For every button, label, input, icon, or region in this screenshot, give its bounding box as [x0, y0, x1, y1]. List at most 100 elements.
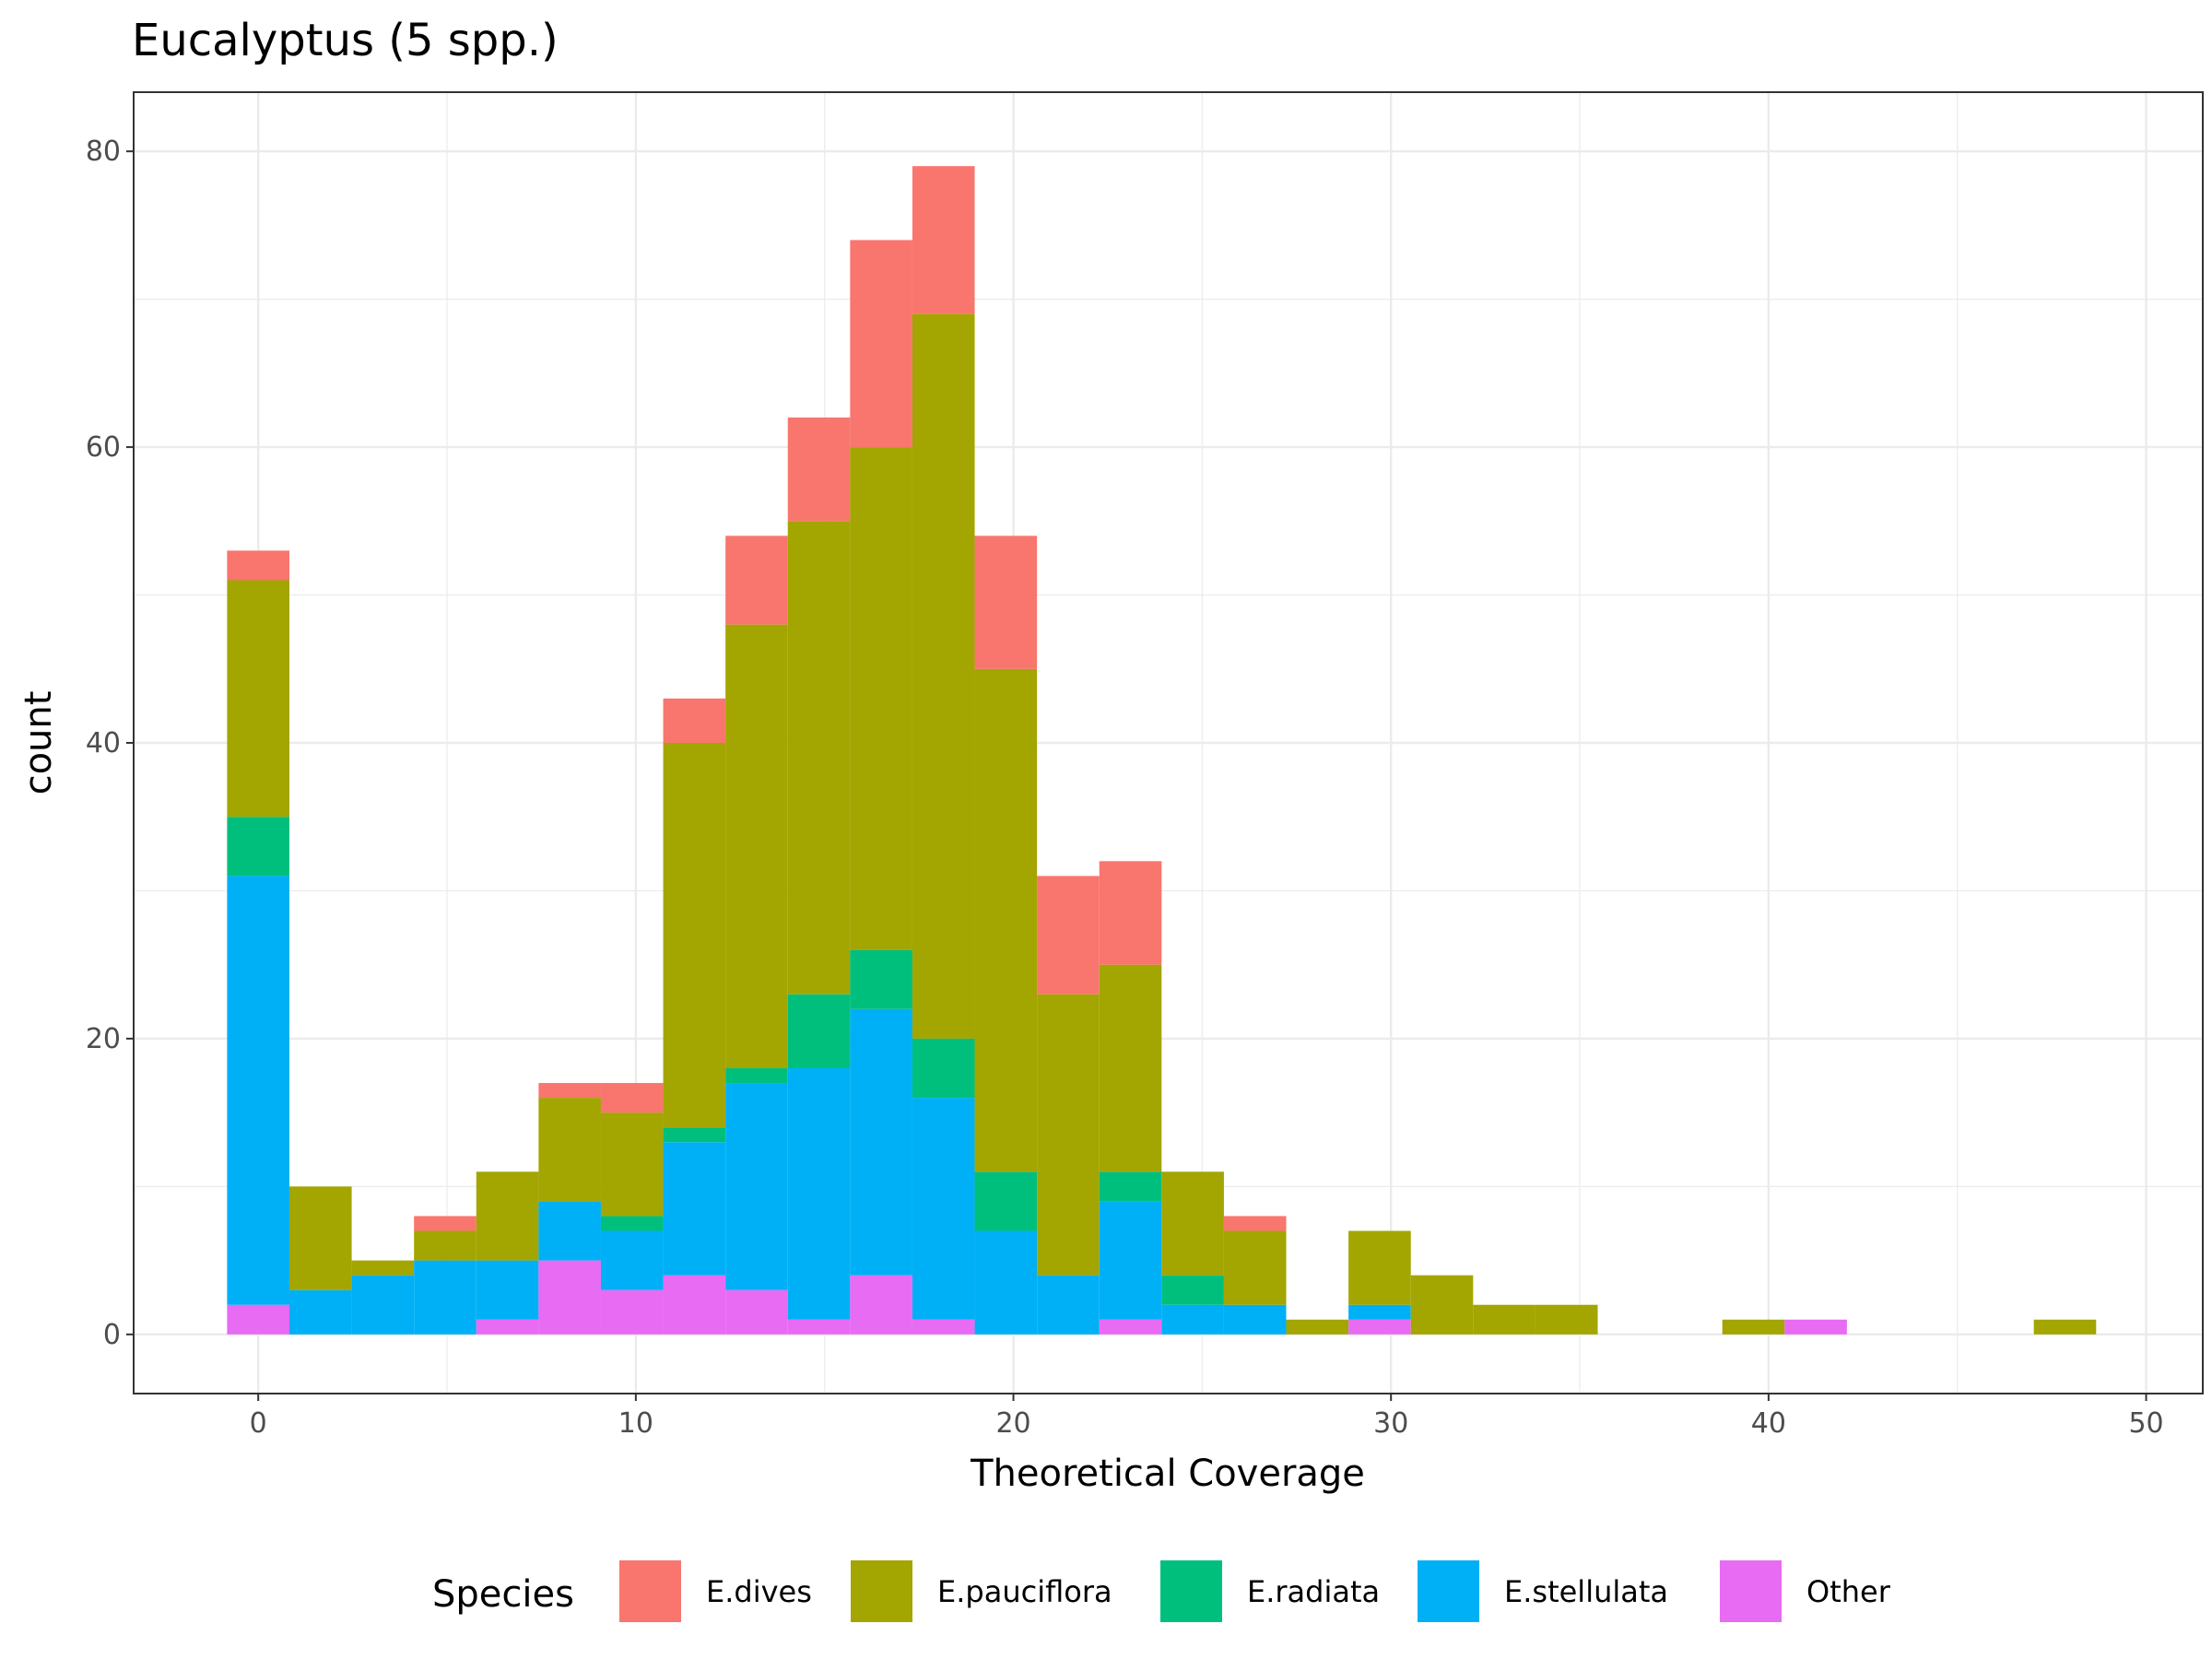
bar-e-stellulata: [663, 1142, 726, 1276]
bar-e-stellulata: [1099, 1201, 1162, 1320]
bar-e-stellulata: [227, 876, 289, 1305]
bar-other: [227, 1304, 289, 1335]
bar-other: [1099, 1319, 1162, 1335]
legend-label: E.pauciflora: [937, 1574, 1112, 1609]
y-tick-label: 60: [86, 431, 121, 464]
bar-other: [1784, 1319, 1847, 1335]
bar-e-pauciflora: [288, 1186, 352, 1290]
bar-e-stellulata: [538, 1201, 601, 1261]
y-tick-label: 40: [86, 727, 121, 759]
bar-e-stellulata: [912, 1098, 975, 1320]
bar-e-pauciflora: [725, 624, 788, 1068]
legend-key-other: [1720, 1560, 1782, 1622]
bar-other: [538, 1260, 601, 1335]
x-tick-label: 20: [995, 1407, 1030, 1440]
bar-e-dives: [912, 166, 975, 314]
bar-e-pauciflora: [1161, 1171, 1224, 1276]
bar-e-dives: [414, 1216, 477, 1231]
legend-key-e-dives: [619, 1560, 681, 1622]
bar-e-radiata: [850, 949, 912, 1009]
bar-e-stellulata: [1223, 1304, 1287, 1335]
bar-e-radiata: [974, 1171, 1038, 1231]
bar-other: [476, 1319, 539, 1335]
bar-e-stellulata: [725, 1083, 788, 1290]
legend-label: E.stellulata: [1504, 1574, 1668, 1609]
legend-label: Other: [1806, 1574, 1891, 1609]
bar-e-stellulata: [1161, 1304, 1224, 1335]
bar-e-stellulata: [974, 1230, 1038, 1335]
bar-e-pauciflora: [600, 1112, 664, 1217]
x-axis-title: Theoretical Coverage: [970, 1453, 1365, 1495]
x-tick-label: 30: [1373, 1407, 1408, 1440]
bar-e-pauciflora: [351, 1260, 415, 1276]
bar-e-pauciflora: [1348, 1230, 1411, 1305]
bars-layer: [227, 166, 2097, 1335]
bar-other: [850, 1275, 912, 1335]
bar-e-pauciflora: [850, 447, 912, 950]
x-tick-label: 50: [2128, 1407, 2163, 1440]
x-tick-label: 40: [1751, 1407, 1786, 1440]
bar-e-radiata: [787, 994, 851, 1068]
bar-e-radiata: [663, 1127, 726, 1143]
y-tick-label: 80: [86, 135, 121, 168]
legend-title: Species: [432, 1573, 574, 1616]
bar-e-pauciflora: [476, 1171, 539, 1261]
legend: Species E.dives E.pauciflora E.radiata E.st…: [432, 1560, 1891, 1622]
bar-e-stellulata: [1037, 1275, 1100, 1335]
bar-e-pauciflora: [1286, 1319, 1349, 1335]
bar-other: [600, 1289, 664, 1335]
bar-e-pauciflora: [974, 668, 1038, 1172]
bar-other: [1348, 1319, 1411, 1335]
legend-key-e-stellulata: [1418, 1560, 1479, 1622]
bar-e-pauciflora: [2033, 1319, 2097, 1335]
bar-e-dives: [600, 1083, 664, 1113]
legend-label: E.dives: [706, 1574, 812, 1609]
bar-e-stellulata: [600, 1230, 664, 1290]
bar-e-stellulata: [414, 1260, 477, 1335]
bar-e-pauciflora: [414, 1230, 477, 1261]
bar-other: [912, 1319, 975, 1335]
bar-e-pauciflora: [1037, 994, 1100, 1276]
bar-e-pauciflora: [1410, 1275, 1474, 1335]
bar-e-dives: [1223, 1216, 1287, 1231]
bar-e-pauciflora: [663, 743, 726, 1128]
bar-e-radiata: [227, 817, 289, 877]
bar-e-pauciflora: [787, 521, 851, 994]
bar-e-stellulata: [288, 1289, 352, 1335]
bar-e-stellulata: [476, 1260, 539, 1320]
bar-e-dives: [663, 698, 726, 743]
bar-e-pauciflora: [1473, 1304, 1535, 1335]
bar-e-dives: [787, 418, 851, 522]
bar-e-dives: [1037, 876, 1100, 994]
bar-e-dives: [538, 1083, 601, 1099]
y-axis-title: count: [18, 691, 60, 795]
bar-e-pauciflora: [1722, 1319, 1785, 1335]
bar-other: [663, 1275, 726, 1335]
legend-key-e-pauciflora: [851, 1560, 912, 1622]
bar-e-pauciflora: [227, 580, 289, 818]
bar-e-dives: [850, 240, 912, 448]
y-axis: 0 20 40 60 80: [86, 135, 134, 1351]
bar-e-radiata: [912, 1038, 975, 1099]
bar-other: [787, 1319, 851, 1335]
chart-title: Eucalyptus (5 spp.): [132, 15, 559, 66]
legend-label: E.radiata: [1247, 1574, 1380, 1609]
x-tick-label: 10: [618, 1407, 653, 1440]
bar-e-dives: [725, 535, 788, 625]
bar-e-stellulata: [787, 1068, 851, 1320]
bar-e-stellulata: [1348, 1304, 1411, 1320]
bar-e-stellulata: [351, 1275, 415, 1335]
bar-e-pauciflora: [1223, 1230, 1287, 1305]
bar-e-pauciflora: [912, 313, 975, 1039]
bar-e-stellulata: [850, 1008, 912, 1276]
bar-e-radiata: [725, 1068, 788, 1084]
bar-e-dives: [1099, 861, 1162, 965]
x-axis: 0 10 20 30 40 50: [250, 1394, 2164, 1440]
legend-key-e-radiata: [1160, 1560, 1222, 1622]
bar-e-radiata: [1161, 1275, 1224, 1305]
bar-other: [725, 1289, 788, 1335]
bar-e-dives: [974, 535, 1038, 669]
bar-e-pauciflora: [538, 1098, 601, 1202]
bar-e-pauciflora: [1099, 964, 1162, 1172]
